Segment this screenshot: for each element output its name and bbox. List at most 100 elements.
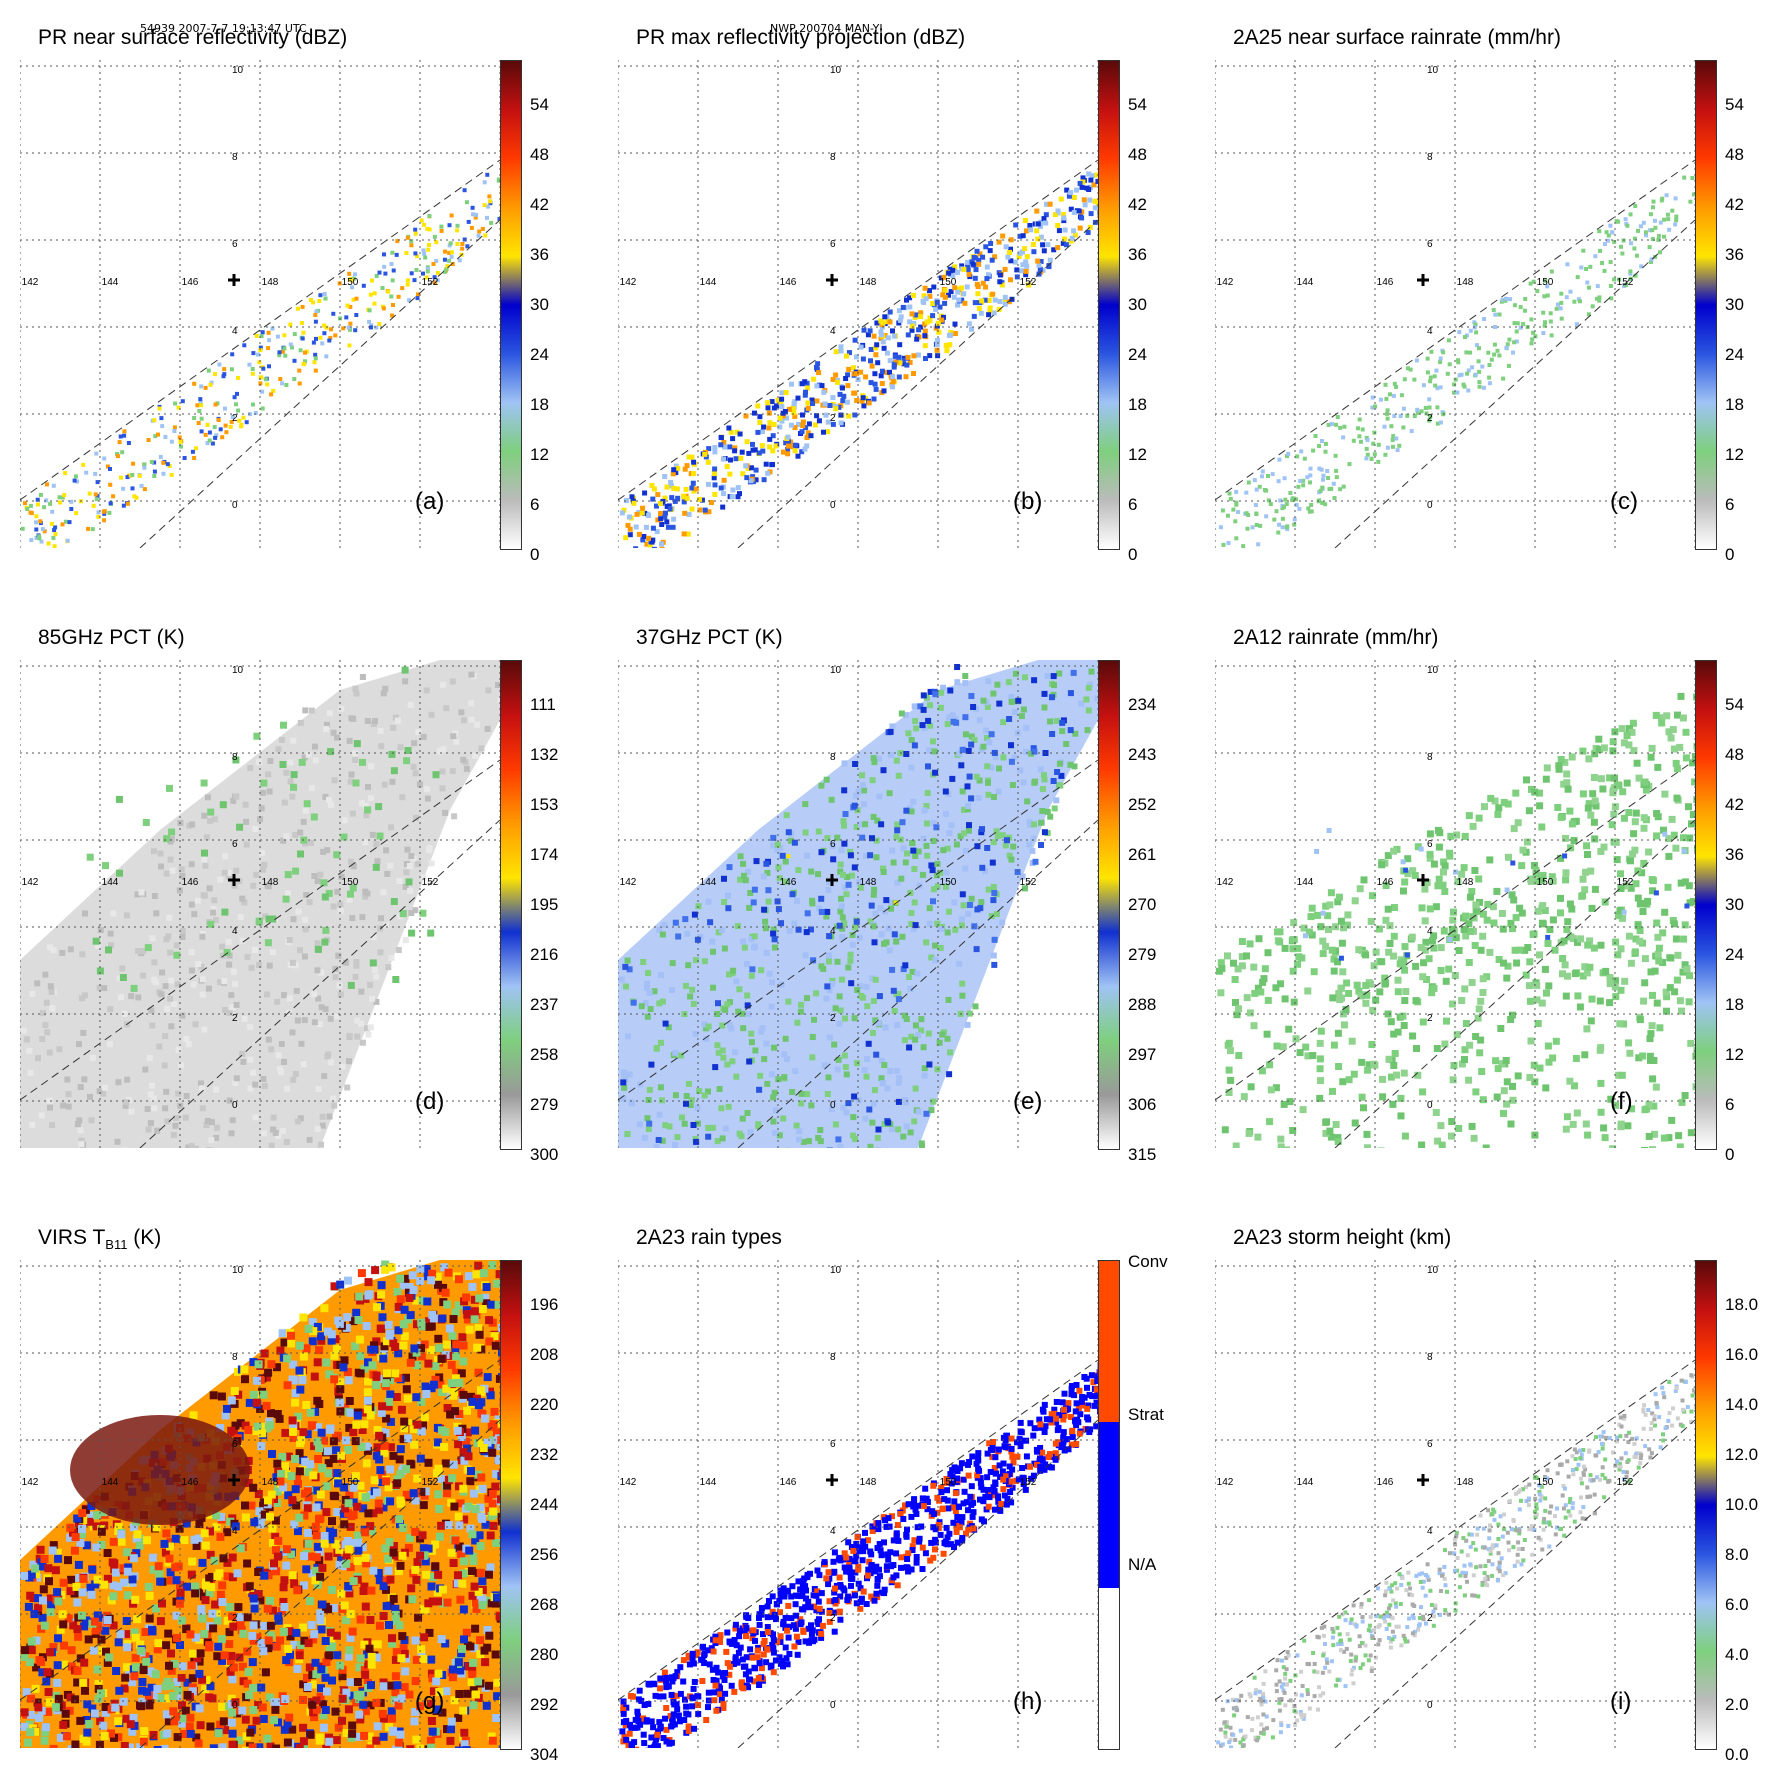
data-pixel — [1617, 870, 1624, 878]
data-pixel — [167, 995, 174, 1002]
data-pixel — [1489, 903, 1497, 911]
data-pixel — [469, 225, 474, 230]
data-pixel — [709, 1124, 716, 1131]
data-pixel — [1533, 981, 1541, 989]
data-pixel — [1412, 962, 1420, 970]
data-pixel — [1611, 728, 1619, 736]
data-pixel — [814, 398, 820, 404]
data-pixel — [665, 524, 671, 530]
lon-label: 152 — [1617, 277, 1634, 288]
data-pixel — [1597, 847, 1605, 855]
data-pixel — [1358, 1058, 1366, 1066]
data-pixel — [311, 1019, 318, 1026]
colorbar-tick-label: 48 — [1128, 145, 1147, 164]
data-pixel — [1497, 353, 1502, 358]
data-pixel — [87, 1093, 93, 1100]
data-pixel — [1571, 970, 1579, 978]
data-pixel — [622, 963, 629, 970]
map-panel-f: 142 144 146 148 150 152 0 2 4 6 8 10 2A12 rainrate (… — [1205, 620, 1760, 1164]
lat-label: 8 — [232, 752, 238, 763]
data-pixel — [419, 909, 427, 917]
data-pixel — [168, 1023, 175, 1030]
data-pixel — [1008, 742, 1014, 749]
data-pixel — [1309, 503, 1314, 507]
data-pixel — [973, 773, 980, 780]
data-pixel — [1331, 481, 1336, 486]
data-pixel — [188, 1143, 195, 1148]
data-pixel — [1365, 1061, 1373, 1069]
data-pixel — [815, 361, 821, 367]
data-pixel — [1673, 765, 1681, 773]
data-pixel — [145, 1614, 154, 1623]
data-pixel — [34, 520, 39, 525]
data-pixel — [23, 1036, 30, 1043]
data-pixel — [159, 416, 164, 421]
data-pixel — [644, 984, 650, 991]
panel-title-text: PR max reflectivity projection (dBZ) — [636, 26, 966, 49]
data-pixel — [158, 454, 163, 459]
colorbar — [500, 660, 522, 1150]
data-pixel — [729, 494, 735, 500]
data-pixel — [41, 1728, 50, 1737]
data-pixel — [63, 471, 68, 476]
data-pixel — [728, 429, 734, 435]
data-pixel — [463, 1428, 472, 1437]
data-pixel — [887, 369, 892, 375]
data-pixel — [120, 1684, 129, 1693]
data-pixel — [1324, 912, 1332, 920]
data-pixel — [1633, 273, 1638, 278]
data-pixel — [1666, 217, 1671, 222]
data-pixel — [56, 1733, 65, 1742]
data-pixel — [1024, 798, 1031, 805]
data-pixel — [448, 1673, 457, 1682]
data-pixel — [149, 460, 154, 464]
data-pixel — [162, 1033, 169, 1040]
data-pixel — [1606, 980, 1614, 988]
data-pixel — [672, 919, 679, 926]
data-pixel — [1536, 951, 1543, 959]
colorbar-tick-label: 261 — [1128, 845, 1157, 864]
data-pixel — [633, 546, 639, 548]
data-pixel — [1597, 295, 1602, 300]
data-pixel — [911, 353, 917, 359]
data-pixel — [638, 1003, 645, 1010]
data-pixel — [938, 275, 944, 281]
data-pixel — [1448, 1118, 1456, 1125]
data-pixel — [332, 965, 339, 972]
data-pixel — [724, 1001, 731, 1008]
data-pixel — [1651, 205, 1655, 210]
data-pixel — [1587, 285, 1591, 290]
data-pixel — [222, 372, 227, 377]
data-pixel — [1558, 306, 1563, 311]
data-pixel — [382, 252, 386, 257]
lat-label: 0 — [1427, 500, 1433, 511]
data-pixel — [1280, 516, 1285, 521]
data-pixel — [1665, 835, 1673, 842]
data-pixel — [314, 1125, 321, 1132]
data-pixel — [867, 328, 873, 334]
data-pixel — [1634, 894, 1642, 902]
data-pixel — [267, 364, 271, 369]
data-pixel — [1360, 1104, 1367, 1112]
data-pixel — [122, 429, 127, 434]
data-pixel — [926, 747, 933, 754]
data-pixel — [1570, 837, 1578, 844]
data-pixel — [934, 860, 941, 867]
data-pixel — [412, 1655, 421, 1664]
data-pixel — [217, 1392, 226, 1401]
data-pixel — [279, 761, 287, 768]
pr-swath-edge — [1334, 219, 1695, 548]
data-pixel — [826, 1147, 833, 1148]
data-pixel — [1298, 479, 1303, 483]
data-pixel — [1572, 299, 1577, 304]
data-pixel — [86, 853, 94, 861]
data-pixel — [171, 1001, 177, 1007]
data-pixel — [278, 736, 285, 743]
data-pixel — [294, 1527, 302, 1536]
lat-label: 6 — [232, 839, 238, 850]
data-pixel — [167, 838, 174, 845]
data-pixel — [955, 302, 961, 308]
data-pixel — [870, 755, 877, 762]
data-pixel — [1640, 824, 1648, 832]
colorbar-tick-label: 18 — [530, 395, 549, 414]
